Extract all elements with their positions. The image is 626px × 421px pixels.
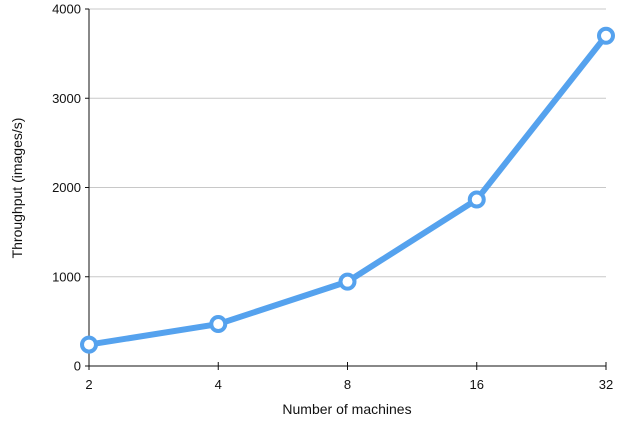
y-tick-label: 1000 — [52, 269, 81, 284]
x-axis-title: Number of machines — [282, 401, 411, 417]
y-tick-label: 3000 — [52, 91, 81, 106]
y-tick-labels: 0 1000 2000 3000 4000 — [52, 2, 81, 374]
series-line — [86, 32, 609, 348]
y-gridlines — [89, 8, 606, 278]
x-tick-label: 16 — [470, 377, 484, 392]
x-tick-labels: 2 4 8 16 32 — [85, 377, 613, 392]
data-point-marker — [80, 335, 98, 354]
y-tick-label: 4000 — [52, 2, 81, 17]
data-point-marker — [209, 315, 228, 334]
data-series — [80, 26, 615, 354]
y-tick-label: 2000 — [52, 180, 81, 195]
data-point-marker — [597, 26, 615, 45]
x-tick-label: 32 — [599, 377, 613, 392]
x-tick-label: 4 — [215, 377, 222, 392]
data-point-marker — [338, 272, 357, 291]
data-point-marker — [467, 190, 486, 209]
x-axis — [88, 362, 607, 370]
y-tick-label: 0 — [74, 359, 81, 374]
y-axis-title: Throughput (images/s) — [9, 118, 25, 259]
x-tick-label: 8 — [344, 377, 351, 392]
y-axis — [85, 8, 90, 367]
x-tick-label: 2 — [85, 377, 92, 392]
